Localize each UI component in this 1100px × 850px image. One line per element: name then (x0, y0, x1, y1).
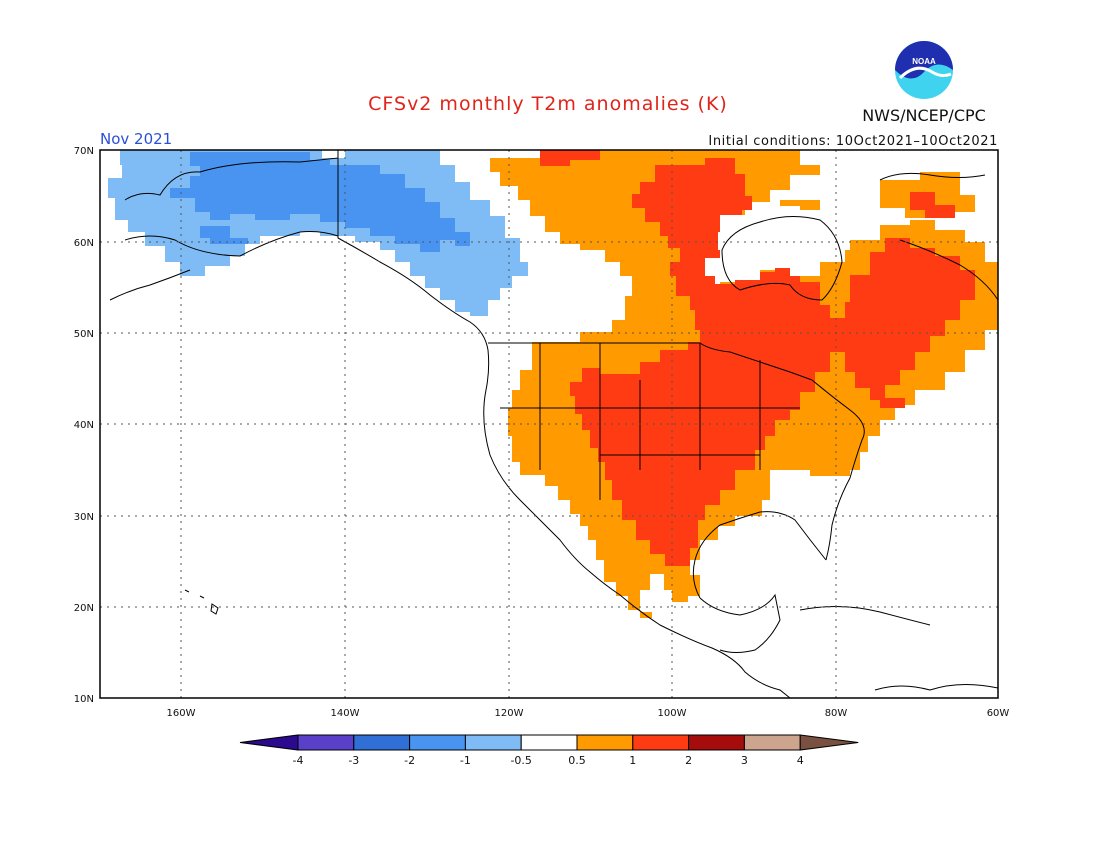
warm-anomaly-strong-region (570, 158, 975, 566)
cold-anomaly-strong-region (170, 152, 470, 252)
map-border (99, 149, 999, 699)
anomaly-fields (108, 150, 998, 618)
near-normal-region (770, 476, 850, 540)
colorbar-label: 4 (797, 754, 804, 767)
colorbar-segment (409, 734, 466, 751)
lat-label: 50N (74, 329, 94, 340)
lon-label: 60W (987, 708, 1010, 719)
figure-title: CFSv2 monthly T2m anomalies (K) (368, 93, 728, 115)
lon-label: 80W (825, 708, 848, 719)
latitude-labels: 70N 60N 50N 40N 30N 20N 10N (74, 146, 94, 705)
near-normal-region (515, 244, 626, 338)
colorbar-segment (520, 734, 578, 751)
colorbar-arrow-right (799, 734, 859, 751)
colorbar-label: -4 (293, 754, 304, 767)
near-normal-region (718, 206, 845, 280)
colorbar-label: 1 (629, 754, 636, 767)
colorbar-segment (632, 734, 690, 751)
lat-label: 10N (74, 694, 94, 705)
cold-anomaly-strong-patch (200, 226, 248, 244)
lat-label: 60N (74, 238, 94, 249)
colorbar: -4 -3 -2 -1 -0.5 0.5 1 2 3 4 (239, 734, 859, 767)
lon-label: 160W (167, 708, 196, 719)
warm-anomaly-strong-patch (540, 150, 600, 166)
lat-label: 20N (74, 603, 94, 614)
lon-label: 120W (495, 708, 524, 719)
colorbar-label: 3 (741, 754, 748, 767)
lon-label: 100W (658, 708, 687, 719)
initial-conditions: Initial conditions: 10Oct2021–10Oct2021 (708, 134, 998, 149)
colorbar-segment (743, 734, 801, 751)
warm-anomaly-strong-patch (880, 398, 905, 408)
noaa-logo: NOAA (895, 41, 953, 99)
lon-label: 140W (331, 708, 360, 719)
colorbar-label: -1 (460, 754, 471, 767)
forecast-month: Nov 2021 (100, 130, 172, 148)
lat-label: 70N (74, 146, 94, 157)
near-normal-region (820, 150, 998, 238)
graticule (100, 150, 998, 698)
coastlines-and-borders (109, 150, 999, 699)
colorbar-segment (576, 734, 634, 751)
warm-anomaly-strong-patch (910, 192, 955, 218)
noaa-logo-text: NOAA (912, 57, 936, 66)
colorbar-segment (353, 734, 411, 751)
colorbar-label: -3 (348, 754, 359, 767)
colorbar-segment (688, 734, 745, 751)
colorbar-label: 0.5 (568, 754, 586, 767)
longitude-labels: 160W 140W 120W 100W 80W 60W (167, 708, 1010, 719)
colorbar-segment (464, 734, 522, 751)
colorbar-label: 2 (685, 754, 692, 767)
colorbar-label: -0.5 (510, 754, 531, 767)
colorbar-label: -2 (404, 754, 415, 767)
colorbar-segment (297, 734, 355, 751)
lat-label: 30N (74, 512, 94, 523)
map-panel: 70N 60N 50N 40N 30N 20N 10N 160W 140W 12… (74, 146, 1010, 719)
colorbar-arrow-left (239, 734, 299, 751)
lat-label: 40N (74, 420, 94, 431)
agency-label: NWS/NCEP/CPC (862, 106, 986, 125)
